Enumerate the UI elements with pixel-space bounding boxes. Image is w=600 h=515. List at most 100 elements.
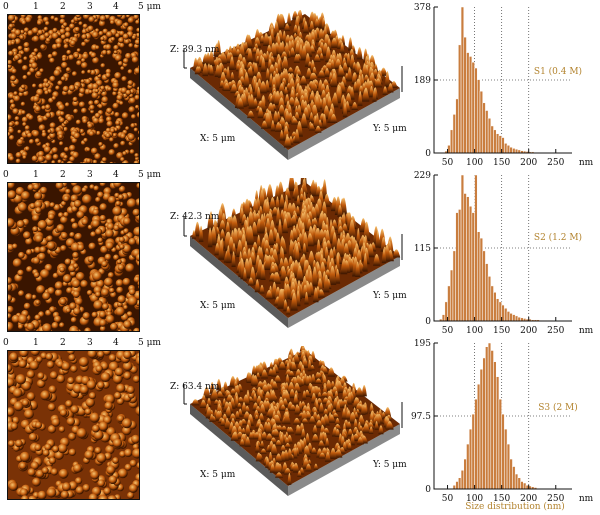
y-tick-label: 189 xyxy=(414,76,431,86)
x-tick-label: 250 xyxy=(547,326,564,336)
afm-3d-image xyxy=(180,178,410,328)
afm-3d-image xyxy=(180,346,410,496)
histogram-bar xyxy=(479,237,483,322)
afm-2d-image xyxy=(7,350,140,500)
x-tick-label: 200 xyxy=(520,494,537,504)
y-tick-label: 0 xyxy=(425,149,431,159)
histogram-bar xyxy=(468,56,473,154)
sample-label: S1 (0.4 M) xyxy=(534,66,582,77)
histogram-bar xyxy=(463,458,467,490)
x-unit-label: nm xyxy=(579,326,594,336)
afm-2d-image xyxy=(7,14,140,164)
y-tick-label: 229 xyxy=(414,171,431,181)
z-range-label: Z: 39.3 nm xyxy=(170,45,220,55)
histogram-bar xyxy=(485,263,489,322)
z-range-label: Z: 63.4 nm xyxy=(170,382,220,392)
histogram-bar xyxy=(477,231,481,322)
x-tick-label: 250 xyxy=(547,494,564,504)
histogram-bar xyxy=(458,477,462,490)
ruler-tick: 3 xyxy=(87,338,93,348)
histogram-bar xyxy=(466,196,470,322)
histogram-x-caption: Size distribution (nm) xyxy=(465,502,565,512)
ruler-tick: 4 xyxy=(113,338,119,348)
histogram-bar xyxy=(471,413,475,490)
histogram-bar xyxy=(452,250,456,322)
histogram-bar xyxy=(493,361,497,490)
histogram-bar xyxy=(490,125,494,154)
histogram-bar xyxy=(517,316,521,322)
histogram-bar xyxy=(455,98,459,154)
ruler-end-label: 5 μm xyxy=(138,170,161,180)
ruler-end-label: 5 μm xyxy=(138,2,161,12)
histogram-bar xyxy=(512,148,516,154)
histogram-bar xyxy=(523,482,527,490)
x-tick-label: 50 xyxy=(442,494,454,504)
histogram-bar xyxy=(487,342,492,490)
x-scan-label: X: 5 μm xyxy=(200,134,236,144)
size-histogram: 0 189 378 50 100 150 200 250 nm S1 (0.4 M) xyxy=(400,0,600,170)
ruler-tick: 2 xyxy=(60,2,66,12)
y-tick-label: 0 xyxy=(425,485,431,495)
histogram-bar xyxy=(441,314,446,322)
histogram-bar xyxy=(474,174,478,322)
x-tick-label: 200 xyxy=(520,326,537,336)
ruler-tick: 2 xyxy=(60,170,66,180)
histogram-bar xyxy=(452,485,456,490)
histogram-bar xyxy=(509,146,513,154)
histogram-bar xyxy=(506,145,511,154)
histogram-bar xyxy=(493,129,497,154)
histogram-svg: 0 97.5 195 50 100 150 200 250 nm S3 (2 M) xyxy=(411,339,594,504)
histogram-bar xyxy=(463,36,467,154)
afm-2d-image xyxy=(7,182,140,332)
histogram-bar xyxy=(452,114,456,154)
x-tick-label: 250 xyxy=(547,158,564,168)
ruler-tick: 4 xyxy=(113,170,119,180)
ruler-tick: 1 xyxy=(33,170,39,180)
histogram-bar xyxy=(512,466,516,490)
ruler-tick: 3 xyxy=(87,2,93,12)
histogram-bar xyxy=(474,398,478,490)
x-unit-label: nm xyxy=(579,158,594,168)
x-unit-label: nm xyxy=(579,494,594,504)
x-tick-label: 150 xyxy=(493,326,510,336)
ruler-tick: 0 xyxy=(3,170,9,180)
histogram-bar xyxy=(485,346,489,490)
histogram-bar xyxy=(487,117,492,154)
y-scan-label: Y: 5 μm xyxy=(373,291,407,301)
y-tick-label: 97.5 xyxy=(411,412,431,422)
histogram-bar xyxy=(495,376,500,490)
histogram-bar xyxy=(482,102,486,154)
histogram-bar xyxy=(447,285,451,322)
histogram-bar xyxy=(490,350,494,490)
afm-3d-image xyxy=(180,10,410,160)
histogram-bar xyxy=(506,443,511,490)
x-tick-label: 200 xyxy=(520,158,537,168)
y-scan-label: Y: 5 μm xyxy=(373,460,407,470)
histogram-bar xyxy=(514,473,519,490)
ruler-tick: 3 xyxy=(87,170,93,180)
row-s1: 0 1 2 3 4 5 μm Z: 39.3 nm X: 5 μm Y: 5 μ… xyxy=(0,0,600,170)
histogram-bar xyxy=(479,368,483,490)
x-tick-label: 50 xyxy=(442,158,454,168)
row-s2: 0 1 2 3 4 5 μm Z: 42.3 nm X: 5 μm Y: 5 μ… xyxy=(0,168,600,338)
histogram-bar xyxy=(482,250,486,322)
histogram-bar xyxy=(495,133,500,154)
x-scan-label: X: 5 μm xyxy=(200,470,236,480)
sample-label: S2 (1.2 M) xyxy=(534,232,582,243)
y-tick-label: 378 xyxy=(414,3,431,13)
histogram-bar xyxy=(490,285,494,322)
histogram-bar xyxy=(509,313,513,322)
histogram-bar xyxy=(466,443,470,490)
histogram-bar xyxy=(501,413,505,490)
histogram-bar xyxy=(517,477,521,490)
histogram-bar xyxy=(468,428,473,490)
histogram-bar xyxy=(506,311,511,322)
histogram-bar xyxy=(514,315,519,322)
histogram-bar xyxy=(504,143,508,154)
histogram-bar xyxy=(466,52,470,154)
histogram-bar xyxy=(520,481,524,490)
histogram-bar xyxy=(468,205,473,322)
histogram-bar xyxy=(458,209,462,322)
histogram-bar xyxy=(479,90,483,154)
histogram-bar xyxy=(504,308,508,322)
